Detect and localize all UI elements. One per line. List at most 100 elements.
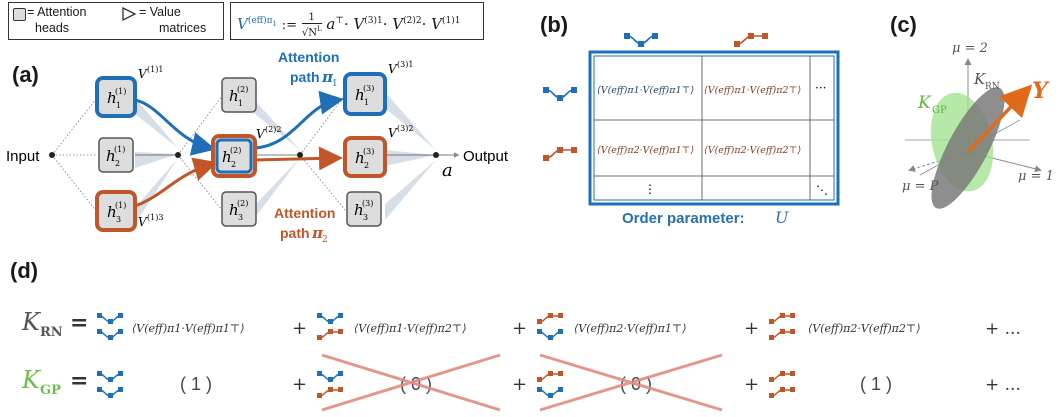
h21-sup: (1) [114, 145, 125, 154]
krn-plus-3: + [744, 318, 759, 339]
h12-label: h [229, 87, 239, 105]
matrix-cell-22: ⟨V(eff)π2·V(eff)π2⊤⟩ [704, 145, 801, 156]
formula-assign: := [281, 18, 298, 34]
v32-sup: (3)2 [397, 124, 413, 133]
pair-icon-t3-row2 [537, 371, 563, 398]
h22-sub: 2 [231, 160, 236, 169]
krn-label: K [973, 70, 986, 88]
formula-v1-sup: (1)1 [442, 16, 461, 27]
h33-sup: (3) [362, 199, 373, 208]
attention-head-h22: h (2) 2 [211, 134, 257, 178]
output-node [433, 152, 439, 158]
v13-label: V [138, 215, 148, 229]
formula-v3-sup: (3)1 [364, 16, 383, 27]
path1-icon-row [543, 87, 577, 101]
attention-head-h33: h (3) 3 [346, 191, 382, 227]
krn-plus-1: + [292, 318, 307, 339]
h31-sup: (1) [115, 201, 126, 210]
kgp-plus-2: + [512, 374, 527, 395]
attention-head-h32: h (2) 3 [221, 191, 257, 227]
krn-eq-sign: = [70, 310, 88, 336]
h23-sub: 2 [364, 161, 369, 170]
y-vector [966, 84, 1033, 154]
value-legend-label: = Value [139, 5, 181, 19]
sum-node-2 [297, 152, 303, 158]
formula-frac-den-sup: L [316, 25, 322, 33]
krn-term-4: ⟨V(eff)π2·V(eff)π2⊤⟩ [808, 322, 921, 335]
attention-legend-label: = Attention [27, 5, 87, 19]
pair-icon-t1-row2 [97, 371, 123, 398]
legend-box: = Attention heads = Value matrices [8, 2, 224, 40]
value-matrix-legend-icon [121, 6, 137, 25]
h32-label: h [229, 201, 239, 219]
matrix-frame [588, 50, 840, 206]
h12-sub: 1 [238, 99, 243, 108]
h31-label: h [107, 203, 117, 221]
path1-sym: π [321, 68, 334, 86]
formula-lhs-sub: 1 [272, 19, 277, 28]
path1-label: path [290, 69, 320, 85]
input-node [49, 152, 55, 158]
order-parameter-caption: Order parameter: [622, 210, 745, 227]
h33-label: h [354, 201, 364, 219]
kgp-plus-3: + [744, 374, 759, 395]
h13-sup: (3) [363, 84, 374, 93]
kgp-sub: GP [932, 105, 947, 116]
order-parameter-symbol: U [775, 208, 789, 227]
krn-plus-2: + [512, 318, 527, 339]
h12-sup: (2) [237, 85, 248, 94]
cross-out-term-3 [539, 353, 723, 412]
pair-icon-t1-row1 [97, 313, 123, 340]
path2-sub: 2 [322, 235, 328, 245]
krn-term-3: ⟨V(eff)π2·V(eff)π1⊤⟩ [574, 322, 687, 335]
panel-d-kernel-expansion: K RN = K GP = ⟨V(eff)π1·V(eff)π1⊤⟩ + ⟨V(… [21, 308, 1021, 412]
attention-head-h23: h (3) 2 [343, 136, 387, 178]
h31-sub: 3 [116, 215, 121, 224]
matrix-cell-12: ⟨V(eff)π1·V(eff)π2⊤⟩ [704, 85, 801, 96]
formula-dot3: · [421, 15, 427, 34]
path1-sub: 1 [332, 79, 338, 89]
h21-label: h [106, 147, 116, 165]
formula-dot2: · [382, 15, 388, 34]
kgp-eq-sign: = [70, 368, 88, 394]
y-label: Y [1032, 78, 1050, 104]
panel-b-order-parameter: ⟨V(eff)π1·V(eff)π1⊤⟩ ⟨V(eff)π1·V(eff)π2⊤… [543, 33, 840, 227]
formula-a: a [326, 15, 336, 34]
kgp-eq-sub: GP [40, 383, 61, 398]
value-matrix-fans [135, 92, 436, 224]
h13-sub: 1 [364, 98, 369, 107]
v31-sup: (3)1 [397, 60, 413, 69]
muP-label: μ = P [902, 179, 939, 194]
krn-term-1: ⟨V(eff)π1·V(eff)π1⊤⟩ [132, 322, 245, 335]
h13-label: h [355, 86, 365, 104]
kgp-ellipsis: + ... [985, 375, 1021, 395]
h22-sup: (2) [230, 146, 241, 155]
formula-v1: V [431, 15, 442, 34]
path2-segment-2 [254, 146, 343, 171]
panel-c-kernel-geometry: μ = 2 μ = 1 μ = P K RN K GP Y [902, 41, 1054, 209]
h23-label: h [355, 149, 365, 167]
matrix-vdots: ⋮ [644, 182, 656, 196]
v22-sup: (2)2 [265, 125, 281, 134]
matrix-cell-11: ⟨V(eff)π1·V(eff)π1⊤⟩ [597, 85, 694, 96]
path1-icon-header [624, 33, 658, 47]
h11-sub: 1 [116, 101, 121, 110]
path1-title: Attention [278, 49, 339, 65]
krn-term-2: ⟨V(eff)π1·V(eff)π2⊤⟩ [354, 322, 467, 335]
pair-icon-t3-row1 [537, 313, 563, 340]
attention-legend-label2: heads [35, 21, 70, 35]
path1-segment-2 [254, 90, 344, 150]
formula-frac-num: 1 [301, 12, 322, 24]
kgp-value-4: ( 1 ) [860, 374, 892, 394]
v31-label: V [388, 62, 398, 76]
path2-segment-1 [134, 157, 218, 208]
v13-sup: (1)3 [147, 213, 163, 222]
krn-ellipsis: + ... [985, 319, 1021, 339]
matrix-inner-frame [593, 55, 835, 201]
attention-head-h11: h (1) 1 [95, 76, 137, 118]
krn-ellipse [931, 87, 1005, 209]
sum-node-1 [175, 152, 181, 158]
formula-v3: V [353, 15, 365, 34]
h21-sub: 2 [115, 159, 120, 168]
